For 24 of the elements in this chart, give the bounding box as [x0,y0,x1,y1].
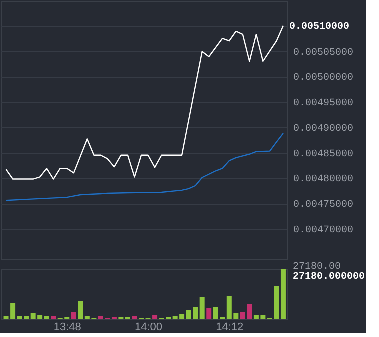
y-tick-label: 0.00470000 [294,226,354,237]
bar [78,301,84,319]
bar [152,315,158,319]
bar [71,312,76,319]
bar [200,298,205,319]
y-tick-label: 0.00495000 [294,98,354,110]
x-tick-label: 14:00 [134,322,163,334]
x-tick-label: 14:12 [216,322,244,334]
y-tick-label: 0.00500000 [294,73,354,84]
line-series [6,132,284,202]
text: 27180.00 [293,262,342,273]
bar [206,308,212,319]
y-tick-label: 0.00490000 [294,124,354,135]
y-tick-label: 0.00475000 [294,200,354,212]
bar [44,316,50,319]
bar [280,269,286,319]
y-tick-label: 0.00505000 [294,48,354,59]
line-series [6,25,284,180]
y-tick-label: 0.00485000 [294,149,354,160]
text: 27180.000000 [293,272,366,283]
y-tick-label: 0.00480000 [294,174,354,186]
bar [51,316,56,319]
data-label: 0.00510000 [289,22,350,33]
x-tick-label: 13:48 [54,322,82,334]
